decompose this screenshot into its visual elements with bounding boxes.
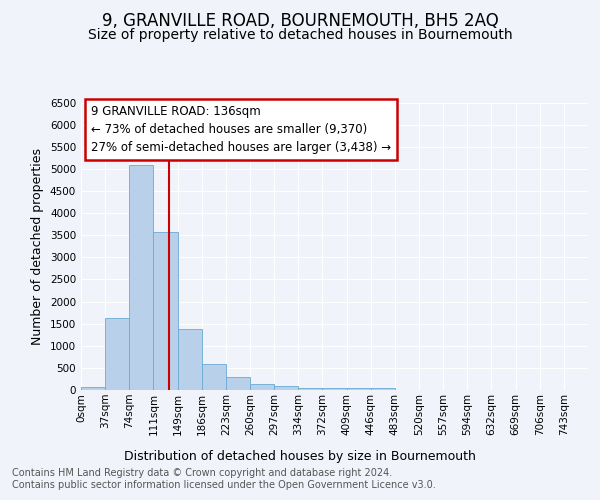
Bar	[202, 364, 226, 390]
Text: Size of property relative to detached houses in Bournemouth: Size of property relative to detached ho…	[88, 28, 512, 42]
Bar	[322, 388, 347, 390]
Bar	[347, 388, 371, 390]
Y-axis label: Number of detached properties: Number of detached properties	[31, 148, 44, 345]
Text: Contains public sector information licensed under the Open Government Licence v3: Contains public sector information licen…	[12, 480, 436, 490]
Text: 9 GRANVILLE ROAD: 136sqm
← 73% of detached houses are smaller (9,370)
27% of sem: 9 GRANVILLE ROAD: 136sqm ← 73% of detach…	[91, 106, 391, 154]
Bar	[154, 232, 178, 390]
Bar	[250, 384, 274, 390]
Bar	[178, 328, 202, 390]
Bar	[81, 386, 105, 390]
Bar	[105, 318, 129, 390]
Text: Distribution of detached houses by size in Bournemouth: Distribution of detached houses by size …	[124, 450, 476, 463]
Text: Contains HM Land Registry data © Crown copyright and database right 2024.: Contains HM Land Registry data © Crown c…	[12, 468, 392, 477]
Text: 9, GRANVILLE ROAD, BOURNEMOUTH, BH5 2AQ: 9, GRANVILLE ROAD, BOURNEMOUTH, BH5 2AQ	[101, 12, 499, 30]
Bar	[274, 386, 298, 390]
Bar	[298, 388, 322, 390]
Bar	[371, 388, 395, 390]
Bar	[129, 166, 154, 390]
Bar	[226, 377, 250, 390]
